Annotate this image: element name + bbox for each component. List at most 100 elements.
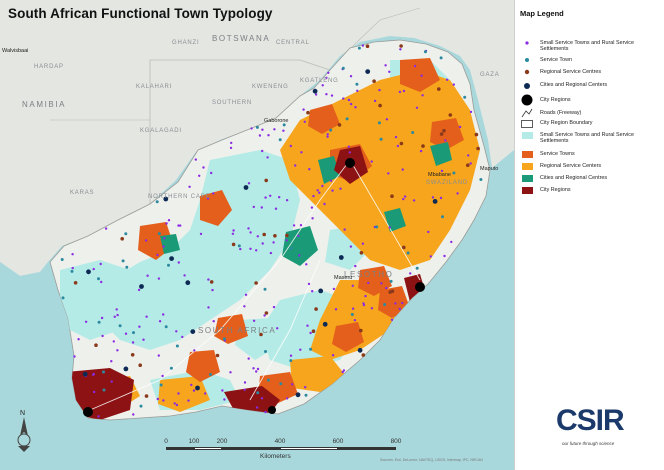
service-town-point [102, 388, 106, 392]
small-service-town-point [173, 402, 176, 405]
csir-logo-word: CSIR [556, 404, 625, 437]
regional-service-centre-point [399, 141, 404, 146]
service-town-point [375, 225, 379, 229]
orange-swatch [521, 151, 533, 158]
regional-service-centre-point [262, 232, 267, 237]
legend-item-city-regions-area: City Regions [518, 187, 664, 194]
small-service-town-point [349, 102, 353, 106]
regional-service-centre-point [390, 194, 394, 198]
service-town-point [118, 324, 122, 328]
small-service-town-point [190, 383, 193, 387]
small-service-town-point [342, 97, 345, 100]
small-service-town-point [309, 331, 312, 335]
service-town-point [139, 404, 143, 408]
small-service-town-point [179, 224, 182, 227]
service-town-point [411, 131, 415, 134]
city-regional-centre-point [82, 371, 88, 377]
small-service-town-point [157, 354, 160, 357]
label-lesotho: LESOTHO [344, 270, 394, 279]
regional-service-centre-point [259, 332, 263, 337]
small-service-town-point [294, 164, 297, 167]
small-service-town-point [188, 185, 191, 188]
atlantic-coast [0, 262, 56, 300]
label-namibia: NAMIBIA [22, 100, 67, 109]
small-service-town-point [302, 108, 305, 111]
city-regional-centre-point [195, 385, 200, 391]
small-service-town-point [326, 135, 329, 138]
legend-title: Map Legend [520, 9, 564, 18]
city-regional-centre-point [365, 69, 371, 74]
small-service-town-point [456, 192, 459, 195]
small-service-town-point [192, 389, 196, 392]
small-service-town-point [250, 127, 253, 130]
small-service-town-point [364, 294, 367, 298]
cyan-swatch [521, 132, 533, 139]
label-southern: SOUTHERN [212, 100, 253, 106]
regional-service-centre-point [215, 353, 220, 358]
small-service-town-point [356, 89, 359, 93]
small-service-town-point [212, 320, 215, 323]
north-label: N [20, 410, 25, 417]
small-service-town-point [282, 129, 285, 132]
regional-service-centre-point [138, 363, 142, 368]
small-service-town-point [415, 106, 419, 110]
small-service-town-point [387, 172, 390, 175]
small-service-town-point [325, 93, 328, 96]
small-service-town-point [385, 118, 389, 121]
small-service-town-point [419, 149, 423, 153]
regional-service-centre-point [388, 290, 393, 294]
service-town-point [125, 265, 129, 269]
small-service-town-point [323, 202, 326, 206]
small-service-town-point [100, 280, 103, 284]
small-service-town-point [231, 232, 235, 235]
label-gaborone: Gaborone [264, 118, 289, 124]
city-region-point-durban[interactable] [415, 282, 425, 292]
small-service-town-point [156, 253, 159, 257]
small-service-town-point [267, 134, 270, 137]
small-service-town-point [113, 315, 116, 318]
scale-tick-600: 600 [332, 438, 344, 445]
regional-service-centre-point [399, 44, 403, 48]
service-town-point [97, 277, 100, 281]
teal-dot-icon [525, 58, 529, 62]
regional-service-centre-point [94, 343, 98, 348]
small-service-town-point [263, 314, 266, 317]
north-arrow-icon: N [17, 410, 31, 452]
regional-service-centre-point [402, 245, 406, 250]
service-town-point [102, 370, 105, 374]
small-service-town-point [162, 399, 165, 402]
small-service-town-point [402, 197, 405, 201]
small-service-town-point [162, 313, 165, 316]
small-service-town-point [232, 229, 235, 232]
small-service-town-point [163, 237, 166, 240]
small-service-town-point [221, 389, 224, 392]
label-central: CENTRAL [276, 40, 310, 46]
small-service-town-point [243, 381, 247, 384]
service-town-point [282, 123, 286, 127]
town-typology-layer [60, 58, 480, 420]
scale-bar: 0 100 200 400 600 800 Kilometers [164, 438, 404, 466]
small-service-town-point [252, 205, 255, 209]
label-gaza: GAZA [480, 72, 500, 78]
small-service-town-point [311, 217, 314, 220]
city-regional-centre-point [432, 199, 438, 204]
service-town-point [383, 303, 387, 306]
small-service-town-point [112, 340, 116, 343]
small-service-town-point [412, 199, 416, 202]
regional-service-centre-point [372, 79, 376, 83]
small-service-town-point [285, 397, 289, 400]
city-region-point-port-elizabeth[interactable] [268, 406, 276, 414]
small-service-town-point [440, 169, 444, 173]
city-region-point-cape-town[interactable] [83, 407, 93, 417]
small-service-town-point [299, 224, 303, 227]
legend-item-small-service-towns-area: Small Service Towns and Rural Service Se… [518, 132, 664, 144]
small-service-town-point [304, 386, 307, 389]
map-panel[interactable]: South African Functional Town Typology N… [0, 0, 515, 470]
city-region-point-gauteng[interactable] [345, 158, 355, 168]
small-service-town-point [278, 196, 281, 199]
small-service-town-point [469, 162, 472, 165]
small-service-town-point [452, 83, 455, 86]
small-service-town-point [403, 195, 407, 198]
small-service-town-point [175, 403, 179, 407]
map-canvas[interactable] [0, 0, 514, 470]
